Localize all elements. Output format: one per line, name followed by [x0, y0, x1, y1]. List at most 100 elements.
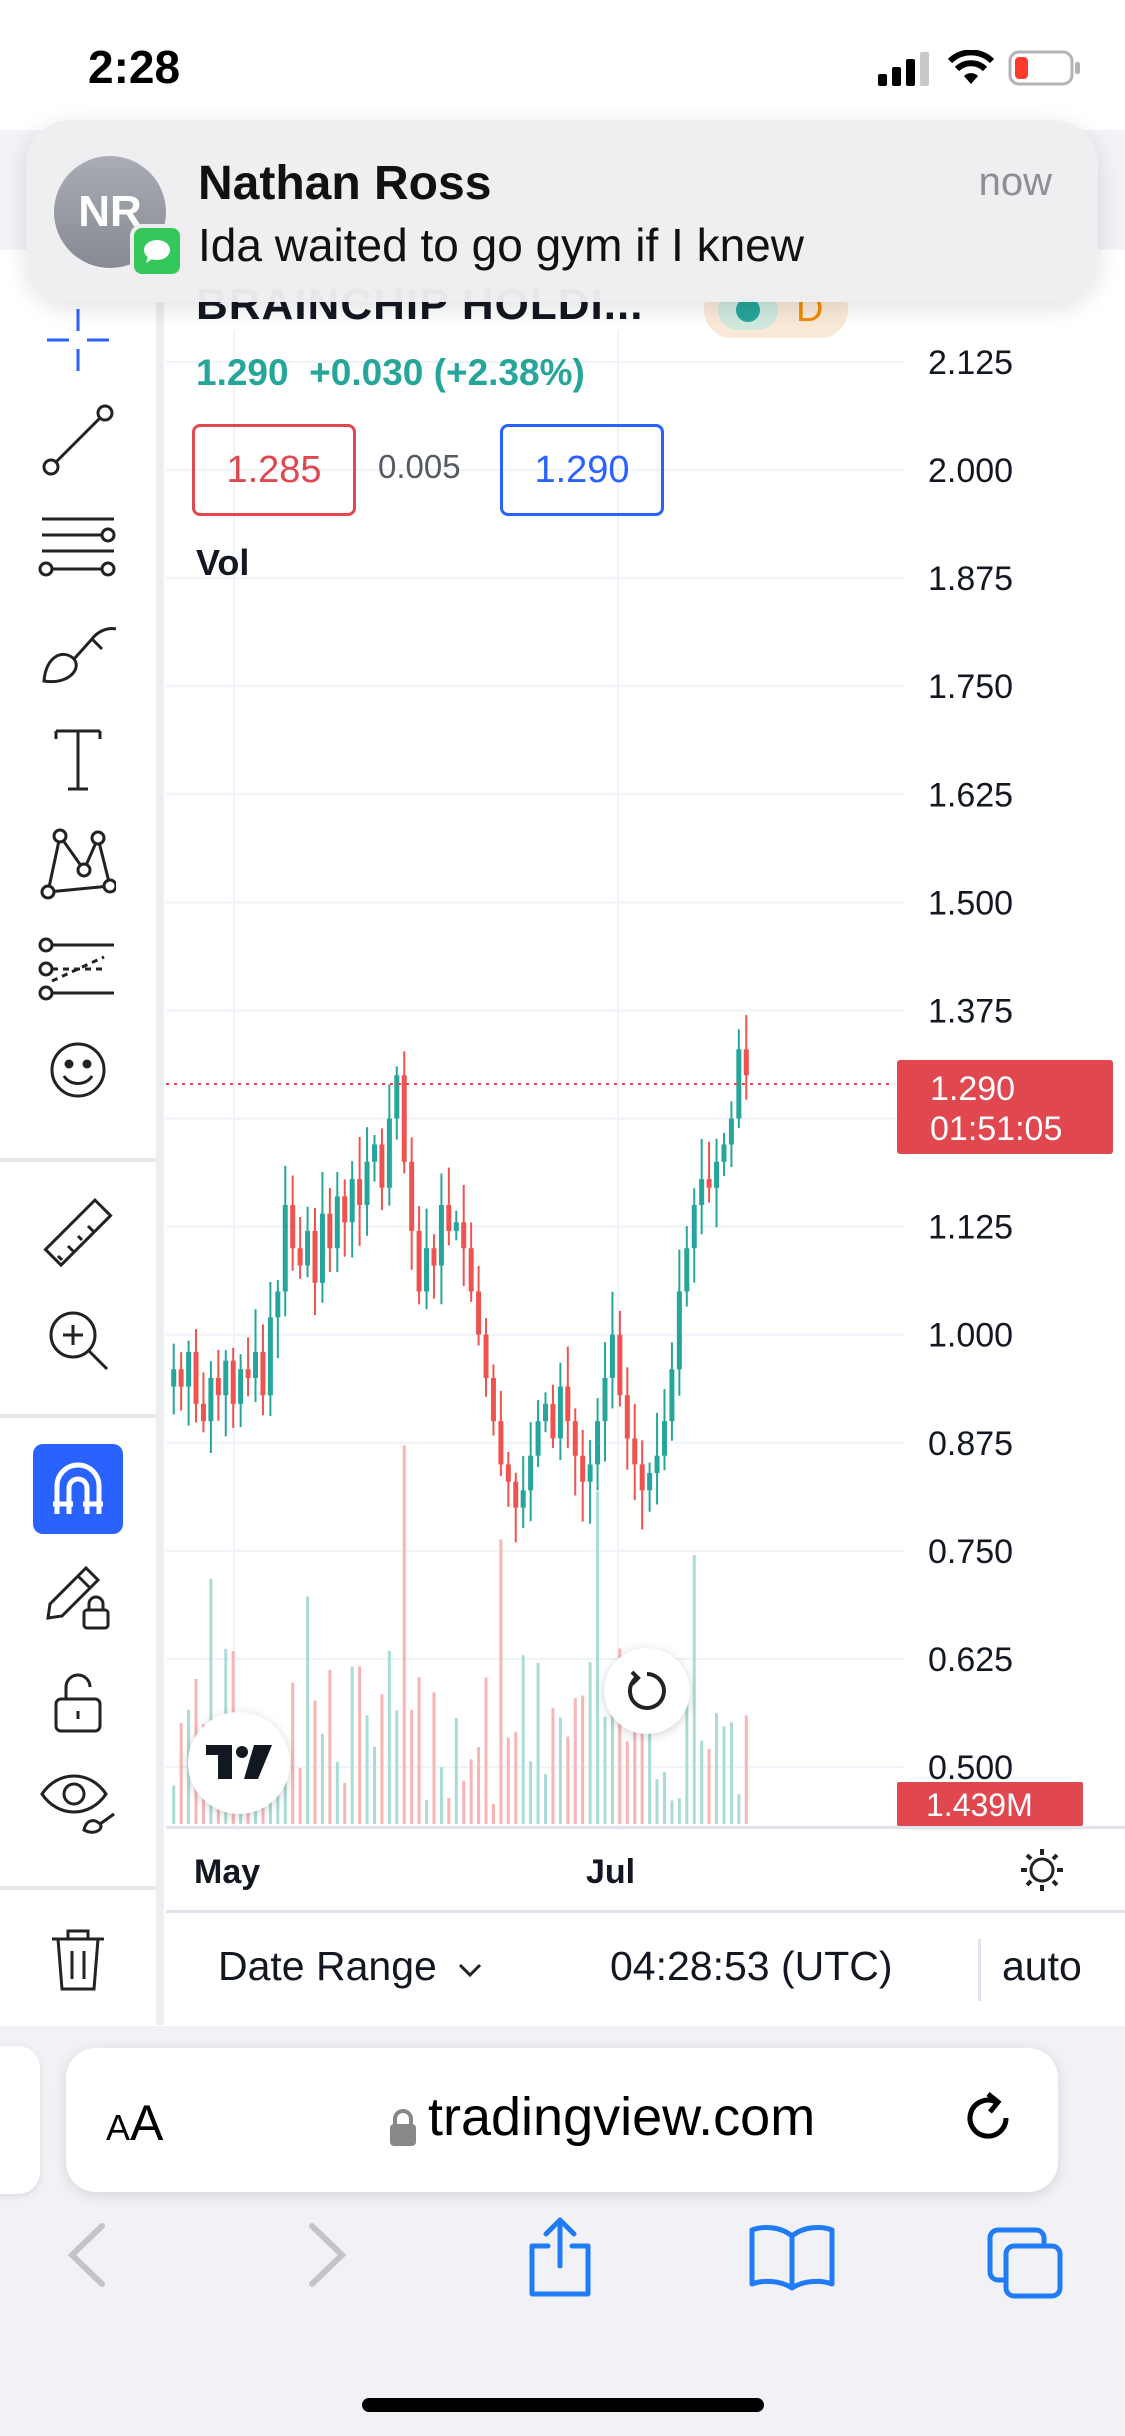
candle-body [327, 1213, 333, 1249]
utc-clock[interactable]: 04:28:53 (UTC) [610, 1943, 893, 1989]
volume-bar [514, 1731, 518, 1824]
tradingview-logo[interactable] [188, 1712, 290, 1814]
volume-bar [692, 1555, 696, 1824]
volume-bar [291, 1682, 295, 1824]
sell-button[interactable]: 1.285 [192, 424, 356, 516]
lock-drawing-icon[interactable] [30, 1556, 126, 1636]
volume-bar [335, 1761, 339, 1824]
volume-bar [700, 1740, 704, 1824]
time-axis[interactable]: May Jul [166, 1826, 1125, 1913]
volume-bar [179, 1722, 183, 1824]
toolbar-divider [0, 1414, 156, 1418]
candle-body [624, 1395, 630, 1439]
volume-bar [209, 1578, 213, 1824]
bookmarks-button[interactable] [748, 2222, 836, 2297]
volume-bar [358, 1666, 362, 1824]
brush-icon[interactable] [30, 612, 126, 692]
candle-body [364, 1161, 370, 1205]
candle-body [699, 1179, 705, 1205]
share-button[interactable] [524, 2214, 596, 2303]
candle-body [386, 1118, 392, 1188]
tabs-button[interactable] [986, 2226, 1066, 2305]
volume-bar [648, 1729, 652, 1824]
replay-button[interactable] [604, 1648, 690, 1734]
padlock-icon [390, 2109, 416, 2146]
last-price-tag [897, 1059, 1113, 1154]
candle-body [587, 1464, 593, 1482]
candle-body [260, 1351, 266, 1396]
candle-body [669, 1369, 675, 1422]
last-price-label: 1.290 [930, 1070, 1015, 1108]
zoom-in-icon[interactable] [30, 1300, 126, 1380]
home-indicator[interactable] [362, 2398, 764, 2412]
candle-body [632, 1438, 638, 1465]
forecast-icon[interactable] [30, 930, 126, 1010]
candle-body [438, 1205, 444, 1266]
y-tick-label: 1.875 [928, 560, 1013, 598]
forward-button[interactable] [302, 2220, 352, 2295]
candle-body [394, 1075, 400, 1119]
buy-button[interactable]: 1.290 [500, 424, 664, 516]
volume-bar [618, 1648, 622, 1824]
volume-bar [365, 1715, 369, 1824]
chart-settings-button[interactable] [1017, 1845, 1067, 1900]
text-size-button[interactable]: AA [106, 2095, 164, 2151]
pattern-icon[interactable] [30, 824, 126, 904]
bar-countdown-label: 01:51:05 [930, 1110, 1062, 1148]
status-bar: 2:28 [0, 0, 1125, 130]
auto-scale-button[interactable]: auto [1002, 1943, 1082, 1989]
messages-icon [130, 224, 184, 278]
volume-bar [603, 1716, 607, 1824]
date-range-label: Date Range [218, 1943, 437, 1989]
back-button[interactable] [62, 2220, 112, 2295]
left-toolbar [0, 300, 164, 2025]
volume-bar [491, 1803, 495, 1824]
address-bar[interactable]: AA tradingview.com [66, 2048, 1058, 2192]
y-tick-label: 1.125 [928, 1209, 1013, 1247]
trend-line-icon[interactable] [30, 400, 126, 480]
tabs-icon [987, 2227, 1063, 2299]
volume-bar [544, 1774, 548, 1824]
y-tick-label: 0.750 [928, 1533, 1013, 1571]
notification-time: now [978, 160, 1052, 204]
volume-bar [417, 1677, 421, 1824]
y-tick-label: 1.500 [928, 884, 1013, 922]
volume-bar [350, 1666, 354, 1824]
candle-body [312, 1230, 318, 1283]
candle-body [572, 1421, 578, 1456]
candle-body [728, 1118, 734, 1145]
candle-body [230, 1360, 236, 1404]
candle-body [661, 1421, 667, 1456]
eye-icon[interactable] [30, 1762, 126, 1842]
message-notification[interactable]: NR Nathan Ross Ida waited to go gym if I… [26, 120, 1098, 302]
emoji-icon[interactable] [30, 1030, 126, 1110]
candle-body [736, 1049, 742, 1119]
y-tick-label: 1.625 [928, 776, 1013, 814]
previous-tab-edge[interactable] [0, 2046, 40, 2194]
trash-icon[interactable] [30, 1920, 126, 2000]
price-chart[interactable]: 2.1252.0001.8751.7501.6251.5001.3751.250… [166, 330, 1125, 1826]
magnet-icon[interactable] [33, 1444, 123, 1534]
text-icon[interactable] [30, 720, 126, 800]
volume-indicator-label[interactable]: Vol [196, 542, 250, 583]
candle-body [267, 1317, 273, 1396]
reload-button[interactable] [958, 2088, 1018, 2153]
candle-body [416, 1230, 422, 1292]
fib-levels-icon[interactable] [30, 506, 126, 586]
candle-body [297, 1248, 303, 1266]
lock-icon[interactable] [30, 1662, 126, 1742]
candle-body [371, 1144, 377, 1162]
cellular-signal-icon [878, 52, 929, 86]
crosshair-icon[interactable] [30, 300, 126, 380]
date-range-button[interactable]: Date Range [218, 1943, 484, 1990]
volume-bar [707, 1748, 711, 1824]
y-tick-label: 0.625 [928, 1641, 1013, 1679]
candle-body [282, 1205, 288, 1292]
y-tick-label: 0.875 [928, 1425, 1013, 1463]
volume-bar [662, 1771, 666, 1824]
ruler-icon[interactable] [30, 1194, 126, 1274]
volume-bar [402, 1445, 406, 1824]
book-icon [749, 2225, 835, 2291]
candle-body [520, 1490, 526, 1508]
candle-body [580, 1455, 586, 1482]
